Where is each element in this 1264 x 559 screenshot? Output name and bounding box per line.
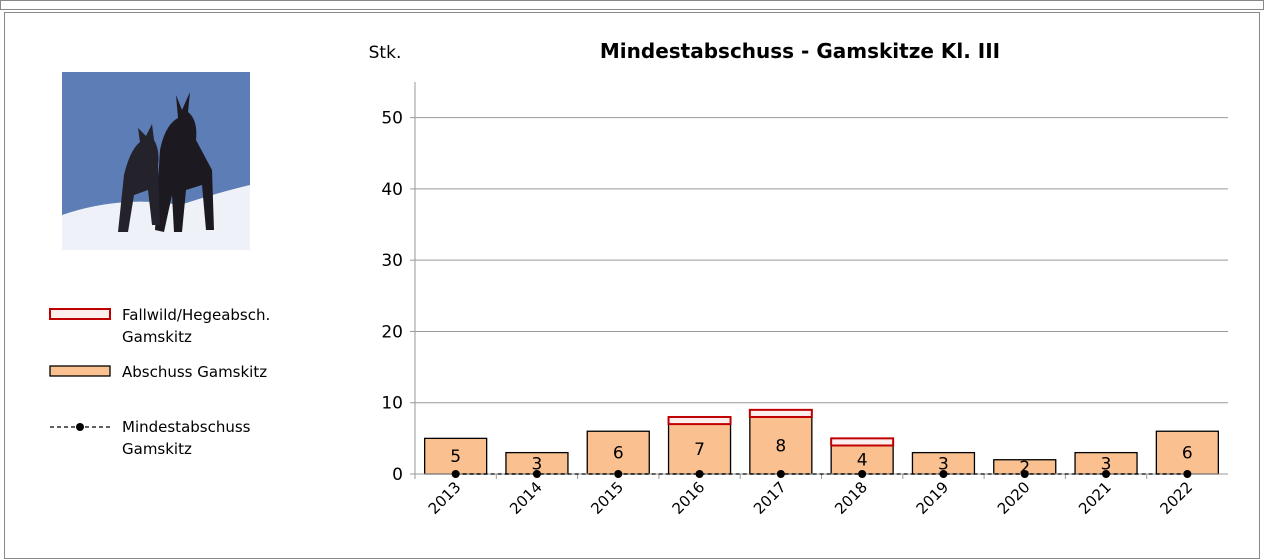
data-label: 8 <box>775 436 786 456</box>
line-point <box>777 470 785 478</box>
y-tick-label: 30 <box>381 251 403 271</box>
top-frame <box>1 1 1264 10</box>
x-tick-label: 2014 <box>506 478 546 518</box>
y-tick-label: 40 <box>381 180 403 200</box>
legend-label: Fallwild/Hegeabsch. Gamskitz <box>122 304 292 348</box>
data-label: 5 <box>450 447 461 467</box>
photo <box>62 72 250 250</box>
x-tick-label: 2013 <box>425 478 465 518</box>
data-label: 6 <box>1182 444 1193 464</box>
line-point <box>1102 470 1110 478</box>
legend-label: Abschuss Gamskitz <box>122 361 292 383</box>
line-point <box>452 470 460 478</box>
x-tick-label: 2019 <box>913 478 953 518</box>
line-point <box>696 470 704 478</box>
legend-swatch <box>50 309 110 319</box>
legend-label: Mindestabschuss Gamskitz <box>122 416 292 460</box>
line-point <box>858 470 866 478</box>
y-axis-label: Stk. <box>369 43 402 63</box>
x-tick-label: 2018 <box>831 478 871 518</box>
page: Stk. Mindestabschuss - Gamskitze Kl. III… <box>0 0 1264 559</box>
line-point <box>533 470 541 478</box>
x-tick-label: 2015 <box>587 478 627 518</box>
bar-segment <box>831 438 893 445</box>
x-tick-label: 2020 <box>994 478 1034 518</box>
y-tick-label: 20 <box>381 322 403 342</box>
line-point <box>939 470 947 478</box>
data-label: 7 <box>694 440 705 460</box>
line-point <box>1183 470 1191 478</box>
line-point <box>1021 470 1029 478</box>
chart-title: Mindestabschuss - Gamskitze Kl. III <box>600 39 1000 63</box>
line-point <box>614 470 622 478</box>
y-tick-label: 10 <box>381 394 403 414</box>
bar-segment <box>750 410 812 417</box>
x-tick-label: 2016 <box>669 478 709 518</box>
y-tick-label: 0 <box>392 465 403 485</box>
data-label: 6 <box>613 444 624 464</box>
x-tick-label: 2022 <box>1156 478 1196 518</box>
x-tick-label: 2021 <box>1075 478 1115 518</box>
x-tick-label: 2017 <box>750 478 790 518</box>
legend-swatch <box>76 423 84 431</box>
chart: Stk. Mindestabschuss - Gamskitze Kl. III… <box>0 0 1264 559</box>
y-tick-label: 50 <box>381 109 403 129</box>
data-label: 4 <box>857 451 868 471</box>
bar-segment <box>669 417 731 424</box>
legend-swatch <box>50 366 110 376</box>
